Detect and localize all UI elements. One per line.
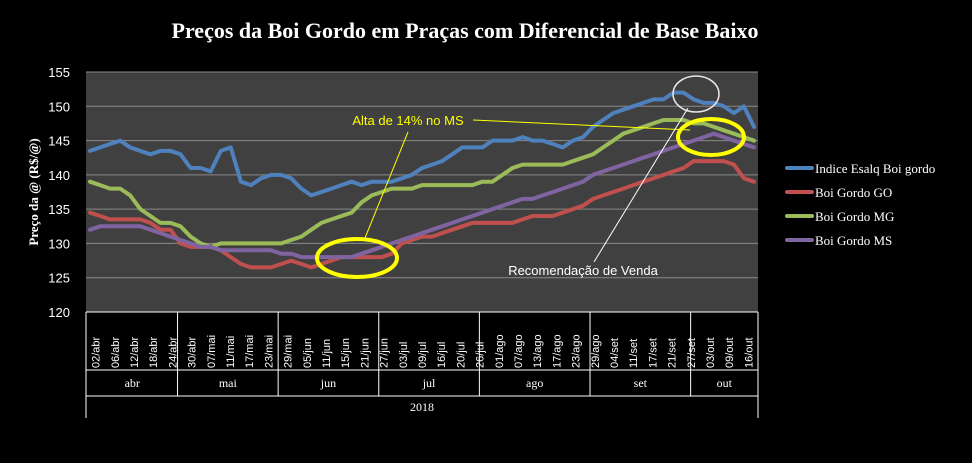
annotation-label: Alta de 14% no MS [352,113,464,128]
x-tick-label: 21/jun [359,338,371,368]
plot-area [86,72,758,312]
x-tick-label: 27/set [686,338,698,368]
grid-lines [86,71,758,313]
x-tick-label: 09/jul [417,342,429,368]
x-tick-label: 09/out [724,337,736,368]
x-tick-label: 23/ago [571,334,583,368]
legend-label: Boi Gordo MG [815,209,894,224]
x-tick-label: 18/abr [148,336,160,368]
legend: Indice Esalq Boi gordo Boi Gordo GO Boi Go… [785,161,935,248]
month-label: abr [125,376,140,390]
x-tick-label: 29/ago [590,334,602,368]
series-line-boi-gordo-mg [88,118,756,249]
annotation-arrow [364,131,409,239]
y-tick-label: 130 [48,236,70,251]
annotation-arrow [472,119,691,131]
x-tick-label: 16/out [743,337,755,368]
y-tick-label: 140 [48,168,70,183]
year-label: 2018 [410,400,434,414]
x-tick-label: 15/jun [340,338,352,368]
legend-label: Boi Gordo MS [815,233,892,248]
y-tick-label: 155 [48,65,70,80]
x-tick-label: 07/mai [206,335,218,368]
y-tick-label: 125 [48,271,70,286]
x-tick-label: 07/ago [513,334,525,368]
annotation-arrow [593,107,689,263]
x-axis: 02/abr 06/abr 12/abr 18/abr 24/abr 30/abr 07/m… [85,311,759,418]
series-line-indice-esalq-boi-gordo [88,90,756,198]
x-tick-label: 17/ago [551,334,563,368]
x-tick-label: 11/jun [321,339,333,368]
x-tick-label: 29/mai [283,335,295,368]
annotations: Alta de 14% no MS Recomendação de Venda [315,75,746,279]
month-label: out [717,376,733,390]
month-label: mai [219,376,238,390]
y-tick-label: 145 [48,134,70,149]
month-label: jul [422,376,436,390]
x-tick-label: 21/set [667,338,679,368]
legend-label: Boi Gordo GO [815,185,892,200]
x-tick-label: 23/mai [263,335,275,368]
legend-label: Indice Esalq Boi gordo [815,161,935,176]
x-tick-label: 27/jun [379,338,391,368]
x-tick-label: 17/mai [244,335,256,368]
highlight-ellipse [315,237,399,279]
x-tick-label: 02/abr [91,336,103,368]
month-label: ago [526,376,543,390]
y-axis-label: Preço da @ (R$/@) [26,138,41,245]
chart-title: Preços da Boi Gordo em Praças com Difere… [171,18,759,43]
month-label: set [634,376,648,390]
y-tick-label: 135 [48,202,70,217]
x-tick-label: 04/set [609,338,621,368]
x-tick-label: 26/jul [475,342,487,368]
highlight-ellipse [676,117,746,157]
annotation-label: Recomendação de Venda [508,263,658,278]
month-label: jun [320,376,336,390]
x-tick-label: 11/set [628,339,640,368]
x-tick-label: 03/out [705,337,717,368]
x-tick-label: 30/abr [187,336,199,368]
x-tick-label: 06/abr [110,336,122,368]
series-line-boi-gordo-ms [88,131,756,260]
x-tick-label: 20/jul [455,342,467,368]
x-tick-label: 12/abr [129,336,141,368]
x-tick-label: 16/jul [436,342,448,368]
highlight-ellipse [672,75,720,113]
y-tick-label: 150 [48,99,70,114]
x-tick-label: 03/jul [398,342,410,368]
x-tick-label: 24/abr [167,336,179,368]
y-tick-label: 120 [48,305,70,320]
y-axis: 120 125 130 135 140 145 150 155 [48,65,70,320]
x-tick-label: 11/mai [225,336,237,368]
x-tick-label: 13/ago [532,334,544,368]
x-tick-label: 17/set [647,338,659,368]
x-tick-label: 01/ago [494,334,506,368]
x-tick-label: 05/jun [302,338,314,368]
